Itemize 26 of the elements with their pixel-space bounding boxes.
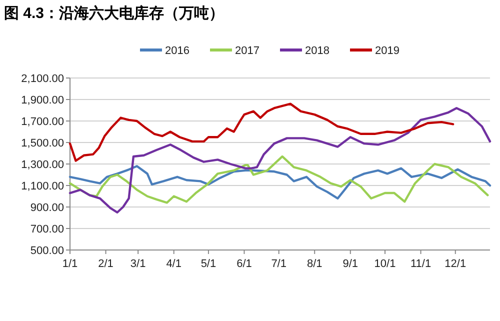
y-tick-label: 1,300.00 — [21, 159, 64, 171]
x-tick-label: 11/1 — [410, 258, 432, 270]
x-tick-label: 8/1 — [306, 258, 322, 270]
y-tick-label: 1,100.00 — [21, 180, 64, 192]
x-tick-label: 12/1 — [444, 258, 466, 270]
x-tick-label: 6/1 — [236, 258, 252, 270]
x-tick-label: 3/1 — [130, 258, 146, 270]
x-tick-label: 9/1 — [342, 258, 358, 270]
y-tick-label: 1,900.00 — [21, 94, 64, 106]
y-tick-label: 500.00 — [30, 245, 64, 257]
y-tick-label: 900.00 — [30, 202, 64, 214]
x-tick-label: 1/1 — [62, 258, 78, 270]
legend-label: 2019 — [375, 45, 400, 57]
y-tick-label: 2,100.00 — [21, 73, 64, 85]
x-tick-label: 7/1 — [271, 258, 286, 270]
x-tick-label: 5/1 — [200, 258, 216, 270]
y-tick-label: 700.00 — [30, 224, 64, 236]
y-tick-label: 1,700.00 — [21, 116, 64, 128]
legend-label: 2017 — [235, 45, 260, 57]
x-tick-label: 2/1 — [98, 258, 114, 270]
x-tick-label: 10/1 — [374, 258, 396, 270]
y-tick-label: 1,500.00 — [21, 138, 64, 150]
x-tick-label: 4/1 — [166, 258, 182, 270]
chart-title: 图 4.3：沿海六大电库存（万吨） — [4, 4, 224, 22]
legend-label: 2018 — [305, 45, 330, 57]
legend-label: 2016 — [165, 45, 190, 57]
